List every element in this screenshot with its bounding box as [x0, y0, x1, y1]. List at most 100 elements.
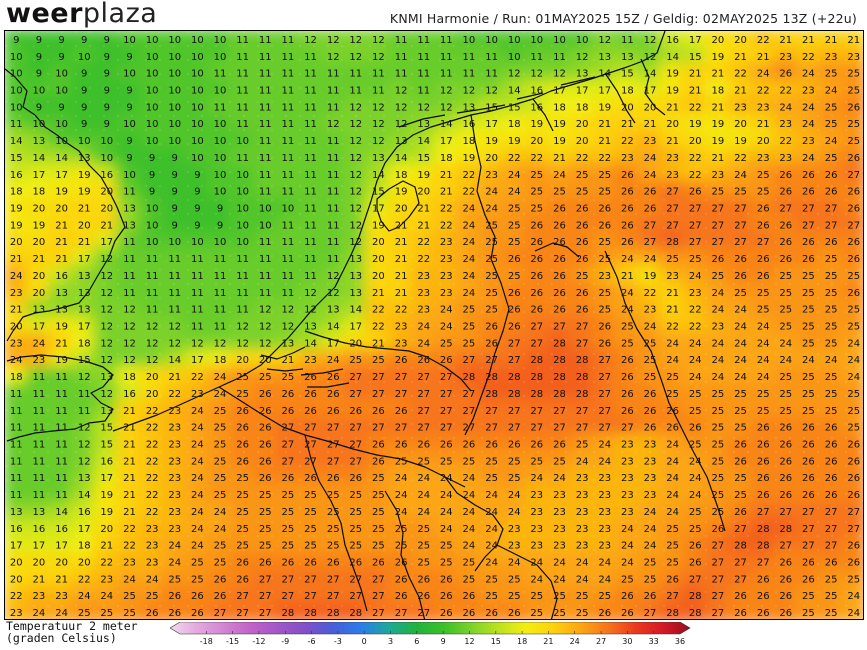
temperature-value: 27 [530, 406, 543, 417]
temperature-value: 24 [644, 541, 657, 552]
temperature-value: 13 [349, 288, 362, 299]
temperature-value: 11 [236, 271, 249, 282]
temperature-value: 24 [847, 338, 860, 349]
temperature-value: 9 [194, 220, 200, 231]
temperature-value: 27 [463, 389, 476, 400]
temperature-value: 23 [576, 541, 589, 552]
temperature-value: 11 [78, 389, 91, 400]
temperature-value: 23 [440, 237, 453, 248]
temperature-value: 24 [191, 406, 204, 417]
temperature-value: 26 [847, 558, 860, 569]
temperature-value: 25 [372, 473, 385, 484]
temperature-value: 25 [463, 558, 476, 569]
temperature-value: 11 [485, 52, 498, 63]
temperature-value: 21 [621, 119, 634, 130]
temperature-value: 20 [576, 119, 589, 130]
temperature-value: 26 [530, 220, 543, 231]
temperature-value: 12 [100, 288, 113, 299]
temperature-value: 23 [33, 591, 46, 602]
temperature-value: 22 [146, 490, 159, 501]
weerplaza-logo[interactable]: weerplaza [6, 0, 157, 29]
temperature-value: 28 [508, 389, 521, 400]
temperature-value: 24 [191, 524, 204, 535]
temperature-value: 25 [598, 288, 611, 299]
temperature-value: 18 [553, 102, 566, 113]
temperature-value: 25 [712, 271, 725, 282]
temperature-value: 10 [214, 170, 227, 181]
temperature-value: 22 [689, 153, 702, 164]
temperature-value: 28 [553, 389, 566, 400]
temperature-value: 20 [100, 524, 113, 535]
temperature-value: 9 [81, 102, 87, 113]
temperature-value: 27 [689, 237, 702, 248]
temperature-value: 9 [194, 187, 200, 198]
temperature-value: 26 [621, 170, 634, 181]
temperature-value: 27 [372, 591, 385, 602]
temperature-value: 11 [259, 170, 272, 181]
temperature-value: 27 [576, 338, 589, 349]
temperature-value: 21 [712, 153, 725, 164]
temperature-value: 27 [734, 524, 747, 535]
temperature-value: 25 [598, 254, 611, 265]
temperature-value: 19 [734, 136, 747, 147]
temperature-value: 23 [553, 507, 566, 518]
temperature-value: 26 [847, 153, 860, 164]
temperature-value: 19 [55, 187, 68, 198]
temperature-value: 25 [214, 456, 227, 467]
temperature-value: 24 [463, 507, 476, 518]
temperature-value: 26 [576, 237, 589, 248]
temperature-value: 24 [417, 507, 430, 518]
temperature-value: 11 [282, 220, 295, 231]
temperature-value: 12 [78, 440, 91, 451]
temperature-value: 9 [217, 220, 223, 231]
legend-tick-label: 36 [675, 637, 685, 646]
temperature-value: 24 [689, 271, 702, 282]
temperature-value: 24 [712, 372, 725, 383]
temperature-map[interactable]: 9 9 9 9 9 10 10 10 10 10 11 11 11 12 12 12 12 11 11 11 10 10 1… [4, 30, 864, 620]
temperature-value: 22 [146, 456, 159, 467]
temperature-value: 22 [666, 322, 679, 333]
temperature-value: 26 [757, 440, 770, 451]
temperature-value: 23 [644, 440, 657, 451]
temperature-value: 24 [576, 574, 589, 585]
temperature-value: 11 [304, 170, 317, 181]
temperature-value: 10 [10, 102, 23, 113]
temperature-value: 26 [304, 558, 317, 569]
temperature-value: 25 [621, 322, 634, 333]
temperature-value: 24 [689, 372, 702, 383]
temperature-value: 11 [327, 237, 340, 248]
temperature-value: 11 [236, 119, 249, 130]
temperature-value: 25 [236, 490, 249, 501]
temperature-value: 22 [779, 136, 792, 147]
temperature-value: 25 [440, 558, 453, 569]
temperature-value: 10 [191, 237, 204, 248]
temperature-value: 21 [734, 52, 747, 63]
temperature-value: 14 [666, 52, 679, 63]
temperature-value: 25 [191, 558, 204, 569]
temperature-value: 23 [146, 524, 159, 535]
temperature-value: 10 [191, 153, 204, 164]
temperature-value: 25 [304, 541, 317, 552]
temperature-value: 13 [463, 102, 476, 113]
temperature-value: 11 [10, 473, 23, 484]
temperature-value: 24 [689, 355, 702, 366]
temperature-value: 21 [689, 69, 702, 80]
temperature-value: 11 [304, 204, 317, 215]
temperature-value: 10 [259, 220, 272, 231]
temperature-value: 25 [847, 86, 860, 97]
temperature-value: 26 [485, 322, 498, 333]
temperature-value: 27 [395, 389, 408, 400]
temperature-value: 22 [146, 440, 159, 451]
temperature-value: 12 [168, 322, 181, 333]
temperature-value: 19 [55, 322, 68, 333]
temperature-value: 11 [282, 136, 295, 147]
temperature-value: 11 [395, 69, 408, 80]
temperature-value: 22 [191, 372, 204, 383]
temperature-value: 26 [598, 338, 611, 349]
temperature-value: 10 [146, 35, 159, 46]
temperature-value: 26 [259, 473, 272, 484]
temperature-value: 25 [802, 608, 815, 619]
temperature-value: 27 [304, 456, 317, 467]
temperature-value: 27 [576, 423, 589, 434]
temperature-value: 26 [689, 558, 702, 569]
